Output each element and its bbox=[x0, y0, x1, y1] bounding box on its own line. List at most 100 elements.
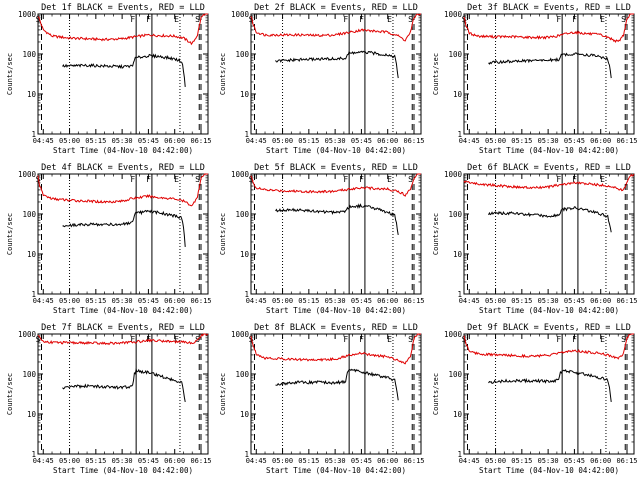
marker-label: E bbox=[387, 175, 392, 184]
series-events-line bbox=[62, 367, 186, 403]
marker-label: F bbox=[572, 15, 577, 24]
marker-label: F bbox=[556, 175, 561, 184]
x-axis-label: Start Time (04-Nov-10 04:42:00) bbox=[266, 146, 406, 155]
y-axis-label: Counts/sec bbox=[219, 53, 227, 95]
series-lld-line bbox=[250, 333, 422, 365]
y-tick-label: 1 bbox=[31, 450, 36, 459]
series-lld-line bbox=[250, 173, 421, 197]
x-tick-label: 06:15 bbox=[190, 297, 211, 305]
x-tick-label: 05:45 bbox=[138, 137, 159, 145]
chart-title: Det 7f BLACK = Events, RED = LLD bbox=[41, 323, 205, 333]
y-tick-label: 1 bbox=[244, 130, 249, 139]
marker-label: E bbox=[387, 335, 392, 344]
x-tick-label: 05:45 bbox=[138, 457, 159, 465]
x-tick-label: 05:45 bbox=[351, 297, 372, 305]
x-tick-label: 05:45 bbox=[564, 457, 585, 465]
series-lld-line bbox=[37, 333, 209, 346]
x-tick-label: 06:15 bbox=[616, 457, 637, 465]
series-events-line bbox=[488, 206, 612, 233]
x-tick-label: 05:15 bbox=[85, 297, 106, 305]
y-tick-label: 100 bbox=[22, 50, 36, 59]
y-tick-label: 100 bbox=[235, 370, 249, 379]
y-axis-label: Counts/sec bbox=[6, 53, 14, 95]
x-tick-label: 05:00 bbox=[59, 457, 80, 465]
x-tick-label: 04:45 bbox=[246, 297, 267, 305]
x-tick-label: 06:00 bbox=[590, 457, 611, 465]
x-tick-label: 05:00 bbox=[485, 457, 506, 465]
y-tick-label: 10 bbox=[240, 250, 250, 259]
x-tick-label: 04:45 bbox=[459, 457, 480, 465]
marker-label: F bbox=[146, 175, 151, 184]
x-tick-label: 05:00 bbox=[485, 137, 506, 145]
y-axis-label: Counts/sec bbox=[219, 373, 227, 415]
chart-title: Det 5f BLACK = Events, RED = LLD bbox=[254, 163, 418, 173]
x-tick-label: 05:45 bbox=[351, 137, 372, 145]
y-tick-label: 1000 bbox=[231, 170, 250, 179]
y-axis-label: Counts/sec bbox=[6, 213, 14, 255]
marker-label: F bbox=[146, 15, 151, 24]
series-lld-line bbox=[463, 13, 634, 44]
x-tick-label: 05:00 bbox=[59, 297, 80, 305]
y-tick-label: 1 bbox=[31, 290, 36, 299]
x-tick-label: 05:30 bbox=[325, 457, 346, 465]
y-tick-label: 100 bbox=[448, 370, 462, 379]
y-tick-label: 1000 bbox=[231, 330, 250, 339]
y-tick-label: 1000 bbox=[444, 170, 463, 179]
chart-title: Det 3f BLACK = Events, RED = LLD bbox=[467, 3, 631, 13]
plot-frame bbox=[37, 173, 209, 295]
x-tick-label: 06:15 bbox=[403, 297, 424, 305]
x-tick-label: 06:15 bbox=[616, 137, 637, 145]
marker-label: F bbox=[130, 15, 135, 24]
y-axis-label: Counts/sec bbox=[432, 213, 440, 255]
x-tick-label: 04:45 bbox=[33, 457, 54, 465]
marker-label: S bbox=[621, 15, 626, 24]
series-lld-line bbox=[250, 13, 421, 42]
x-tick-label: 05:45 bbox=[351, 457, 372, 465]
series-events-line bbox=[488, 369, 612, 403]
series-lld-line bbox=[463, 333, 634, 360]
x-tick-label: 05:45 bbox=[564, 297, 585, 305]
marker-label: F bbox=[572, 175, 577, 184]
y-axis-label: Counts/sec bbox=[432, 373, 440, 415]
y-tick-label: 1 bbox=[457, 290, 462, 299]
x-tick-label: 05:15 bbox=[511, 137, 532, 145]
y-axis-label: Counts/sec bbox=[432, 53, 440, 95]
x-tick-label: 06:15 bbox=[616, 297, 637, 305]
x-tick-label: 06:15 bbox=[403, 137, 424, 145]
x-tick-label: 04:45 bbox=[246, 137, 267, 145]
x-tick-label: 05:00 bbox=[485, 297, 506, 305]
marker-label: S bbox=[621, 335, 626, 344]
y-tick-label: 1 bbox=[457, 130, 462, 139]
x-tick-label: 05:30 bbox=[538, 457, 559, 465]
y-tick-label: 10 bbox=[27, 410, 37, 419]
x-tick-label: 06:00 bbox=[377, 137, 398, 145]
marker-label: S bbox=[195, 15, 200, 24]
marker-label: E bbox=[174, 335, 179, 344]
x-tick-label: 04:45 bbox=[33, 297, 54, 305]
y-tick-label: 100 bbox=[22, 210, 36, 219]
plot-frame bbox=[37, 333, 209, 455]
y-tick-label: 10 bbox=[453, 410, 463, 419]
series-events-line bbox=[62, 53, 186, 88]
marker-label: F bbox=[359, 175, 364, 184]
x-tick-label: 05:00 bbox=[59, 137, 80, 145]
marker-label: F bbox=[343, 175, 348, 184]
y-tick-label: 100 bbox=[235, 210, 249, 219]
marker-label: F bbox=[359, 15, 364, 24]
x-tick-label: 05:30 bbox=[112, 137, 133, 145]
x-axis-label: Start Time (04-Nov-10 04:42:00) bbox=[479, 306, 619, 315]
series-events-line bbox=[275, 203, 399, 236]
x-axis-label: Start Time (04-Nov-10 04:42:00) bbox=[479, 466, 619, 475]
x-tick-label: 06:00 bbox=[164, 137, 185, 145]
y-tick-label: 100 bbox=[448, 50, 462, 59]
x-tick-label: 05:30 bbox=[325, 297, 346, 305]
chart-title: Det 4f BLACK = Events, RED = LLD bbox=[41, 163, 205, 173]
y-tick-label: 1000 bbox=[18, 10, 37, 19]
x-tick-label: 05:15 bbox=[298, 297, 319, 305]
x-tick-label: 04:45 bbox=[33, 137, 54, 145]
chart-panel: Det 8f BLACK = Events, RED = LLD 1 10 100 10… bbox=[219, 323, 425, 475]
x-tick-label: 05:45 bbox=[138, 297, 159, 305]
marker-label: F bbox=[343, 15, 348, 24]
marker-label: F bbox=[130, 175, 135, 184]
